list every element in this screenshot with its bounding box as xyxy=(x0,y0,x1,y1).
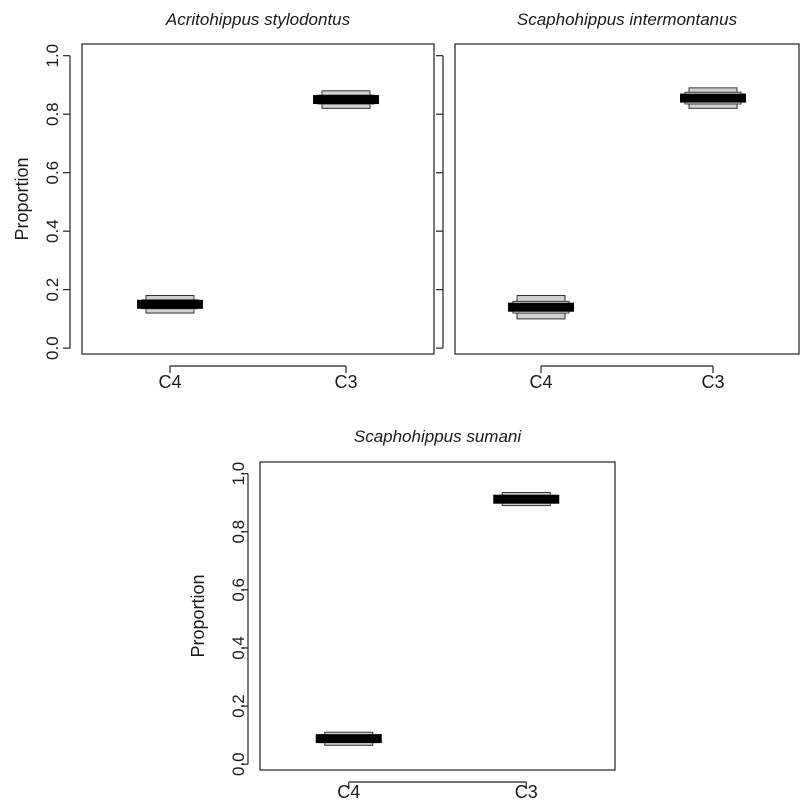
y-tick-label: 0.4 xyxy=(43,219,62,243)
y-axis-label: Proportion xyxy=(188,574,208,657)
x-tick-label-c4: C4 xyxy=(158,372,181,392)
box-c3 xyxy=(313,90,379,109)
x-tick-label-c4: C4 xyxy=(529,372,552,392)
panel-title: Acritohippus stylodontus xyxy=(165,10,351,29)
y-tick-label: 0.0 xyxy=(43,336,62,360)
box-c4 xyxy=(315,731,382,746)
box-median xyxy=(508,302,574,312)
panel-2: Scaphohippus intermontanus C4 C3 xyxy=(436,10,800,392)
y-tick-label: 0.0 xyxy=(229,752,248,776)
plot-frame xyxy=(259,461,616,771)
x-tick-label-c3: C3 xyxy=(515,782,538,802)
y-tick-label: 0.8 xyxy=(43,102,62,126)
y-tick-label: 0.6 xyxy=(229,578,248,602)
y-tick-label: 1.0 xyxy=(43,44,62,68)
x-tick-label-c3: C3 xyxy=(701,372,724,392)
box-median xyxy=(315,734,382,744)
y-tick-label: 0.2 xyxy=(229,694,248,718)
panel-1: Acritohippus stylodontus 0.0 0.2 0.4 0.6 0.8 1… xyxy=(12,10,435,392)
panel-title: Scaphohippus sumani xyxy=(354,427,523,446)
y-axis-label: Proportion xyxy=(12,157,32,240)
box-c3 xyxy=(680,87,746,109)
panel-3: Scaphohippus sumani 0.0 0.2 0.4 0.6 0.8 1.0 Pro… xyxy=(188,427,616,802)
box-median xyxy=(313,95,379,105)
box-c3 xyxy=(493,492,560,507)
box-median xyxy=(680,93,746,103)
x-tick-label-c3: C3 xyxy=(334,372,357,392)
y-tick-label: 0.2 xyxy=(43,278,62,302)
plot-frame xyxy=(81,43,435,355)
box-c4 xyxy=(137,295,203,314)
x-tick-label-c4: C4 xyxy=(337,782,360,802)
panel-title: Scaphohippus intermontanus xyxy=(517,10,738,29)
y-tick-label: 0.8 xyxy=(229,520,248,544)
y-tick-label: 1.0 xyxy=(229,462,248,486)
y-tick-label: 0.4 xyxy=(229,636,248,660)
y-tick-label: 0.6 xyxy=(43,161,62,185)
box-median xyxy=(493,494,560,504)
box-median xyxy=(137,299,203,309)
plot-frame xyxy=(454,43,800,355)
box-c4 xyxy=(508,295,574,320)
